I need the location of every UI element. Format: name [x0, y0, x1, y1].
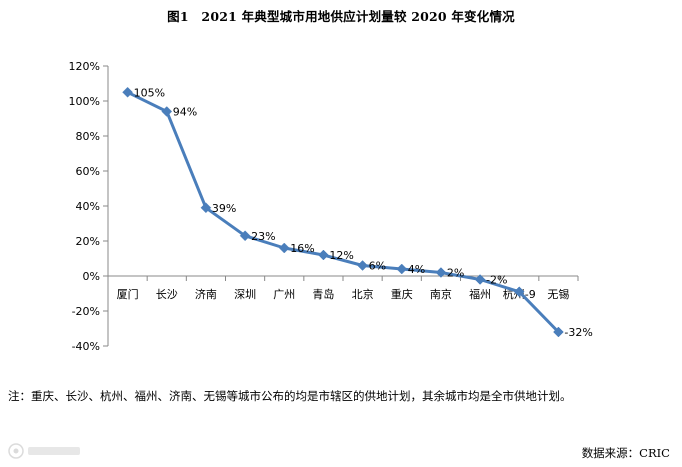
y-tick-label: 120% [69, 60, 100, 73]
data-label: -2% [486, 274, 507, 287]
y-tick-label: -40% [72, 340, 100, 353]
data-point-marker [396, 263, 408, 275]
data-label: 12% [329, 249, 353, 262]
data-labels: 105% 94% 39% 23% 16% 12% 6% 4% 2% -2% -32% [134, 86, 593, 339]
data-label: 94% [173, 106, 197, 119]
x-tick-label: 广州 [273, 288, 295, 301]
data-point-marker [239, 230, 251, 242]
x-tick-label: 南京 [430, 287, 452, 301]
chart-title: 图1 2021 年典型城市用地供应计划量较 2020 年变化情况 [167, 9, 515, 24]
series-markers [122, 86, 564, 338]
x-tick-label: 重庆 [391, 287, 413, 301]
x-axis-ticks: 厦门长沙济南深圳广州青岛北京重庆南京福州杭州-9无锡 [107, 276, 579, 301]
data-label: 39% [212, 202, 236, 215]
data-label: 6% [369, 260, 386, 273]
y-tick-label: 100% [69, 95, 100, 108]
footnote: 注：重庆、长沙、杭州、福州、济南、无锡等城市公布的均是市辖区的供地计划，其余城市… [8, 389, 572, 403]
x-tick-label: 深圳 [234, 288, 256, 301]
data-point-marker [318, 249, 329, 261]
data-point-marker [357, 260, 368, 271]
x-tick-label: 北京 [352, 287, 374, 301]
x-tick-label: 青岛 [312, 287, 334, 301]
x-tick-label: 济南 [195, 287, 217, 301]
x-tick-label: 无锡 [547, 287, 569, 301]
y-tick-label: 60% [76, 165, 100, 178]
watermark-logo [8, 443, 80, 459]
y-axis-ticks: -40% -20% 0% 20% 40% 60% 80% 100% 120% [69, 60, 108, 353]
x-tick-label: 福州 [469, 287, 491, 301]
y-tick-label: 80% [76, 130, 100, 143]
data-point-marker [553, 326, 564, 338]
data-point-marker [200, 202, 212, 214]
data-point-marker [161, 106, 173, 117]
data-label: 23% [251, 230, 275, 243]
data-label: 16% [290, 242, 314, 255]
data-label: 2% [447, 267, 464, 280]
data-point-marker [122, 86, 133, 98]
y-tick-label: -20% [72, 305, 100, 318]
series-line [126, 90, 560, 334]
data-point-marker [278, 242, 290, 254]
data-label: 4% [408, 263, 425, 276]
data-point-marker [435, 267, 447, 278]
data-point-marker [474, 274, 486, 285]
y-tick-label: 0% [83, 270, 100, 283]
data-point-marker [513, 286, 525, 298]
data-label: 105% [134, 86, 165, 99]
data-source: 数据来源：CRIC [581, 446, 670, 460]
y-tick-label: 20% [76, 235, 100, 248]
y-tick-label: 40% [76, 200, 100, 213]
x-tick-label: 厦门 [117, 287, 139, 301]
x-tick-label: 长沙 [156, 288, 178, 301]
data-label: -32% [564, 326, 592, 339]
